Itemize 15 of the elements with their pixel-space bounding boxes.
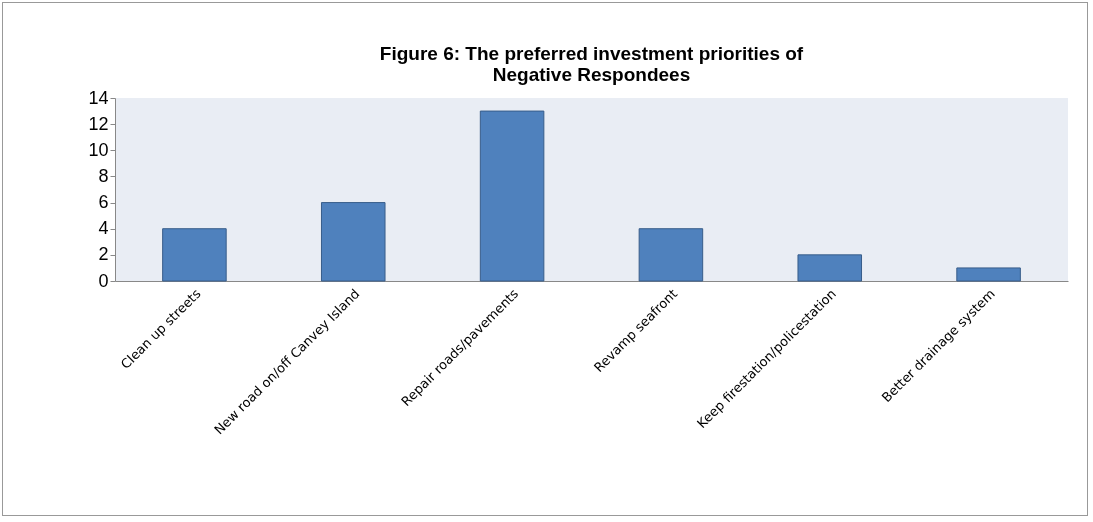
- bar: [956, 267, 1021, 282]
- bar: [320, 202, 386, 282]
- y-tick-label: 6: [98, 192, 109, 213]
- bar: [479, 110, 545, 282]
- y-tick-label: 14: [88, 87, 109, 108]
- y-tick-label: 4: [98, 218, 109, 239]
- y-tick-label: 10: [88, 139, 109, 160]
- bar: [797, 254, 863, 282]
- chart-title: Figure 6: The preferred investment priorities of Negative Respondees: [379, 43, 804, 85]
- bar: [638, 228, 704, 282]
- y-tick-label: 12: [88, 113, 109, 134]
- y-tick-label: 8: [98, 165, 109, 186]
- y-tick-label: 2: [98, 244, 109, 265]
- bar: [162, 228, 227, 282]
- y-tick-label: 0: [98, 270, 109, 291]
